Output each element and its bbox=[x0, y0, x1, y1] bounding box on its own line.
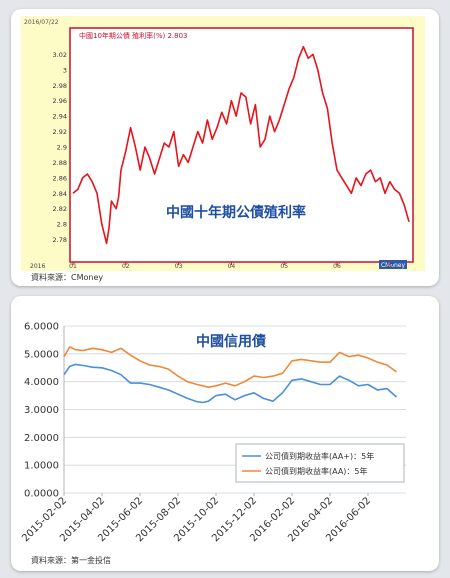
y-tick-label: 5.0000 bbox=[24, 349, 59, 360]
x-tick-label: 04 bbox=[228, 263, 236, 270]
y-tick-label: 3.02 bbox=[53, 51, 67, 59]
source-note: 資料來源：第一金投信 bbox=[31, 556, 111, 565]
series-line-aa-plus bbox=[63, 363, 398, 404]
y-tick-label: 2.88 bbox=[53, 159, 67, 167]
x-tick-label: 05 bbox=[280, 263, 288, 270]
legend: 公司債到期收益率(AA+)：5年 公司債到期收益率(AA)：5年 bbox=[235, 443, 405, 483]
series-label: 中國10年期公債 殖利率(%) 2.803 bbox=[79, 31, 188, 40]
x-tick-label: 06 bbox=[333, 263, 341, 270]
y-tick-label: 2.78 bbox=[53, 236, 67, 244]
x-tick-label: 02 bbox=[122, 263, 130, 270]
y-tick-label: 2.8 bbox=[57, 221, 67, 229]
year-label: 2016 bbox=[30, 263, 45, 270]
y-tick-label: 2.92 bbox=[53, 128, 67, 136]
series-line-aa bbox=[63, 346, 397, 388]
bond-yield-panel: 2016/07/22 中國10年期公債 殖利率(%) 2.803 中國十年期公債… bbox=[11, 9, 439, 286]
x-tick-label: 03 bbox=[175, 263, 183, 270]
x-tick-label: 01 bbox=[69, 263, 77, 270]
date-stamp: 2016/07/22 bbox=[24, 19, 59, 26]
source-note: 資料來源：CMoney bbox=[31, 273, 104, 282]
credit-bond-chart: 0.0000 1.0000 2.0000 3.0000 4.0000 5.0000 6.00… bbox=[20, 322, 406, 544]
y-tick-label: 4.0000 bbox=[24, 377, 59, 388]
logo-text: CMoney bbox=[381, 262, 406, 269]
bond-yield-chart: 2016/07/22 中國10年期公債 殖利率(%) 2.803 中國十年期公債… bbox=[21, 16, 425, 271]
y-tick-label: 2.98 bbox=[53, 82, 67, 90]
legend-box bbox=[235, 443, 405, 483]
plot-frame bbox=[69, 27, 414, 263]
y-tick-label: 2.9 bbox=[57, 144, 67, 152]
y-tick-label: 6.0000 bbox=[24, 322, 59, 333]
y-tick-label: 2.96 bbox=[53, 97, 67, 105]
credit-bond-panel: 0.0000 1.0000 2.0000 3.0000 4.0000 5.0000 6.00… bbox=[11, 296, 439, 571]
cmoney-logo bbox=[379, 260, 407, 269]
y-tick-label: 3 bbox=[63, 66, 67, 74]
y-tick-label: 2.84 bbox=[53, 190, 67, 198]
y-tick-label: 3.0000 bbox=[24, 405, 59, 416]
y-tick-label: 2.94 bbox=[53, 113, 67, 121]
overlay-title: 中國十年期公債殖利率 bbox=[166, 204, 306, 221]
y-tick-label: 2.86 bbox=[53, 174, 67, 182]
y-tick-label: 1.0000 bbox=[24, 461, 59, 472]
legend-label-aa-plus: 公司債到期收益率(AA+)：5年 bbox=[265, 451, 374, 461]
x-tick-label: 07 bbox=[386, 263, 394, 270]
y-tick-label: 2.82 bbox=[53, 205, 67, 213]
y-tick-label: 0.0000 bbox=[24, 489, 59, 500]
y-tick-label: 2.0000 bbox=[24, 433, 59, 444]
yield-line bbox=[72, 45, 410, 245]
legend-label-aa: 公司債到期收益率(AA)：5年 bbox=[265, 466, 368, 476]
chart-title: 中國信用債 bbox=[196, 333, 266, 350]
